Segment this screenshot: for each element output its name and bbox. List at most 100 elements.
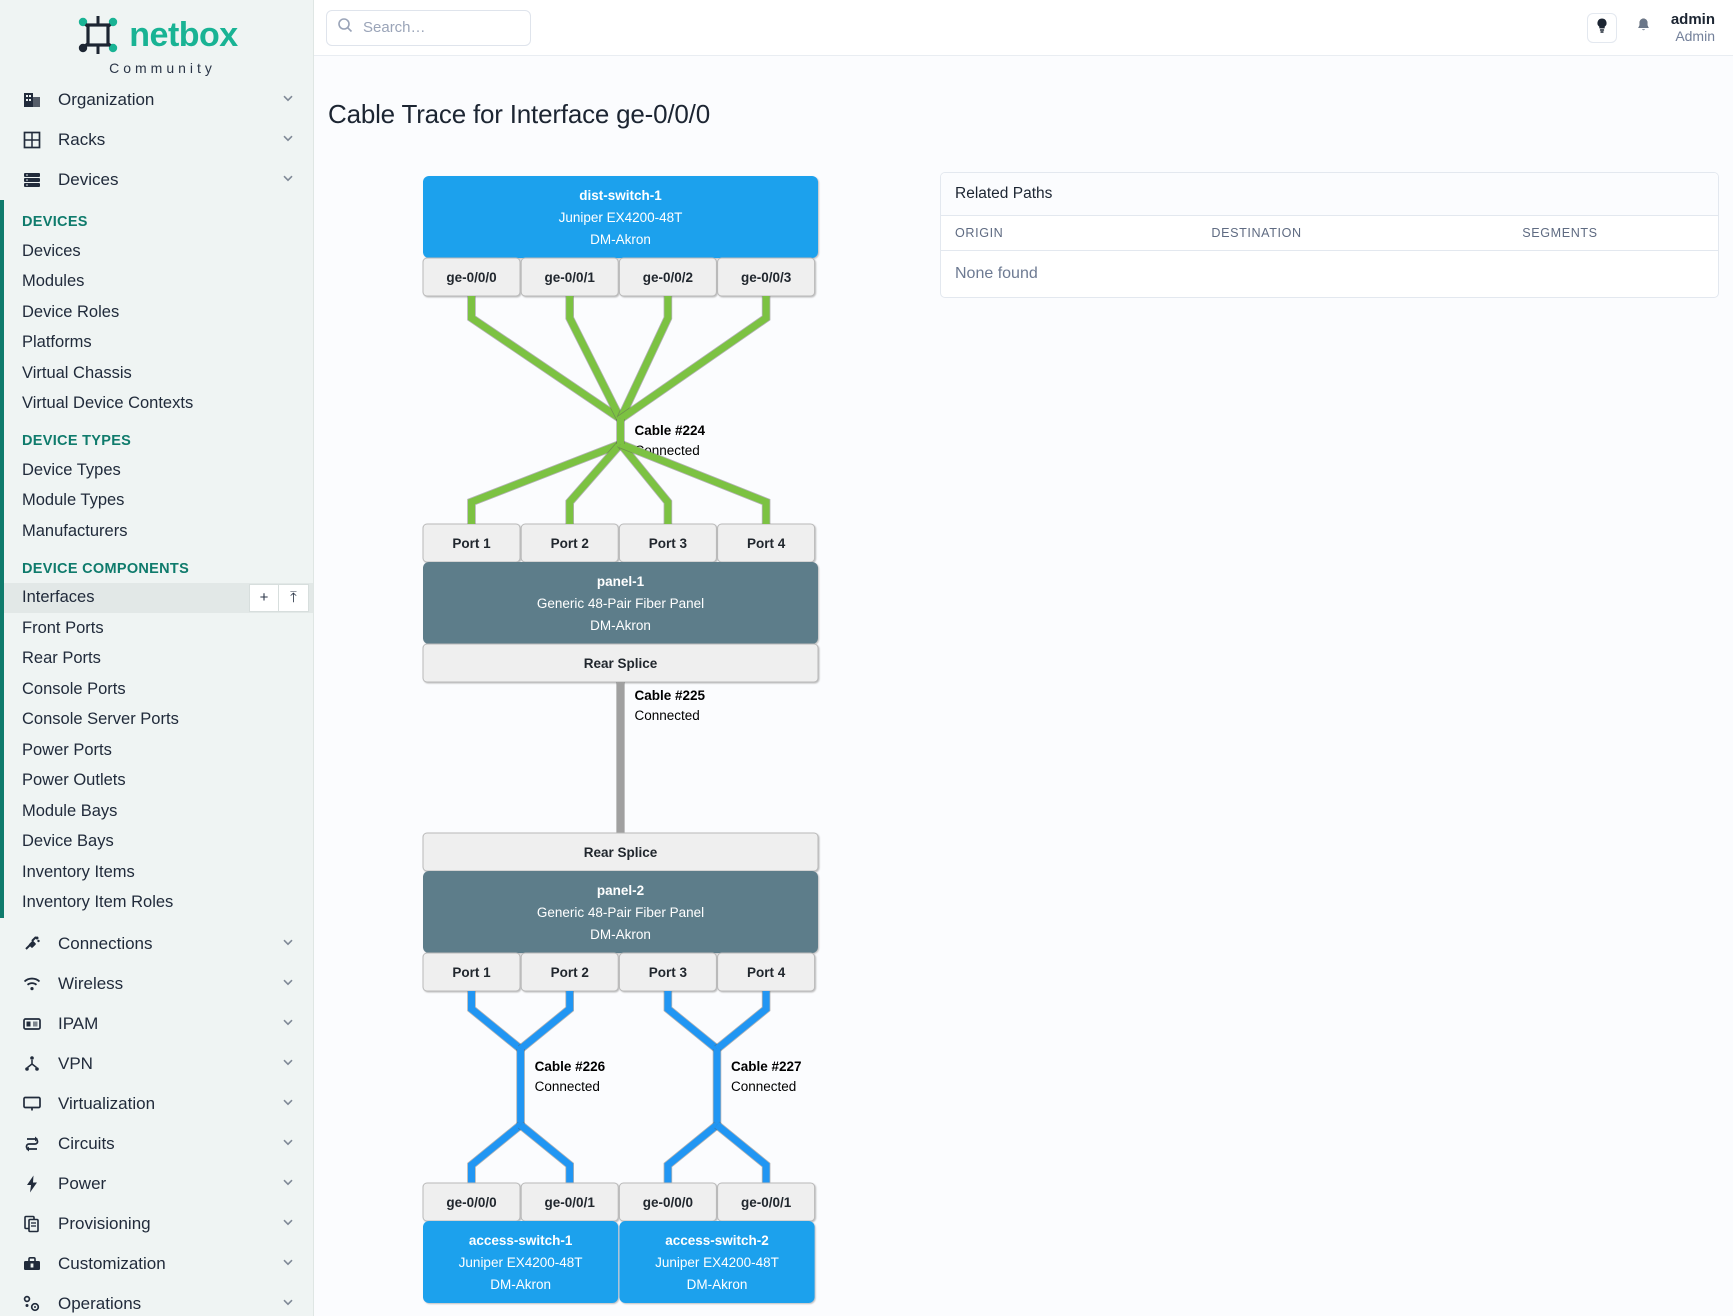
nav-group-virtualization[interactable]: Virtualization <box>0 1084 313 1124</box>
sidebar-item-label: Device Roles <box>22 302 120 321</box>
sidebar-item-module-types[interactable]: Module Types <box>4 486 313 517</box>
notifications-button[interactable] <box>1631 15 1657 41</box>
cable-226-top-0[interactable] <box>467 990 523 1052</box>
cable-226-top-1[interactable] <box>517 990 573 1052</box>
theme-toggle-button[interactable] <box>1586 12 1617 43</box>
nav-group-power[interactable]: Power <box>0 1164 313 1204</box>
nav-group-connections[interactable]: Connections <box>0 924 313 964</box>
cable-224-lower-3[interactable] <box>618 440 770 524</box>
chevron-down-icon[interactable] <box>281 1294 295 1314</box>
monitor-icon <box>20 1093 44 1115</box>
brand-logo-block[interactable]: netbox Community <box>0 0 313 80</box>
sidebar-item-power-outlets[interactable]: Power Outlets <box>4 766 313 797</box>
sidebar-item-label: Console Server Ports <box>22 710 179 729</box>
import-interfaces-button[interactable]: ⤒ <box>279 583 309 612</box>
nav-group-circuits[interactable]: Circuits <box>0 1124 313 1164</box>
sidebar-item-label: Inventory Items <box>22 862 135 881</box>
chevron-down-icon[interactable] <box>281 1094 295 1114</box>
chevron-down-icon[interactable] <box>281 1014 295 1034</box>
nav-group-devices[interactable]: Devices <box>0 160 313 200</box>
nav-group-label: Provisioning <box>58 1214 151 1233</box>
chevron-down-icon[interactable] <box>281 170 295 190</box>
nav-group-vpn[interactable]: VPN <box>0 1044 313 1084</box>
chevron-down-icon[interactable] <box>281 1174 295 1194</box>
sidebar-item-platforms[interactable]: Platforms <box>4 328 313 359</box>
add-interface-button[interactable]: + <box>249 583 279 612</box>
nav-group-wireless[interactable]: Wireless <box>0 964 313 1004</box>
chevron-down-icon[interactable] <box>281 1254 295 1274</box>
nav-group-organization[interactable]: Organization <box>0 80 313 120</box>
empty-message: None found <box>955 264 1038 282</box>
sidebar-item-rear-ports[interactable]: Rear Ports <box>4 644 313 675</box>
toolbox-icon <box>20 1253 44 1275</box>
sidebar-item-manufacturers[interactable]: Manufacturers <box>4 516 313 547</box>
sidebar-item-label: Virtual Device Contexts <box>22 394 194 413</box>
panel-1-body[interactable] <box>422 561 818 644</box>
plug-icon <box>20 933 44 955</box>
chevron-down-icon[interactable] <box>281 974 295 994</box>
sidebar-item-label: Platforms <box>22 333 92 352</box>
terminal-label: Rear Splice <box>583 656 657 671</box>
sidebar-item-inventory-item-roles[interactable]: Inventory Item Roles <box>4 888 313 919</box>
cable-226-bottom-0[interactable] <box>467 1122 523 1183</box>
device-type: Juniper EX4200-48T <box>558 210 682 225</box>
nav-group-ipam[interactable]: IPAM <box>0 1004 313 1044</box>
sidebar-item-interfaces[interactable]: Interfaces + ⤒ <box>4 582 313 613</box>
cable-224-lower-0[interactable] <box>467 440 622 524</box>
nav-group-racks[interactable]: Racks <box>0 120 313 160</box>
chevron-down-icon[interactable] <box>281 934 295 954</box>
sidebar-item-device-types[interactable]: Device Types <box>4 455 313 486</box>
sidebar-item-devices[interactable]: Devices <box>4 236 313 267</box>
bolt-icon <box>20 1173 44 1195</box>
chevron-down-icon[interactable] <box>281 130 295 150</box>
cable-227-top-1[interactable] <box>714 990 770 1052</box>
sidebar-item-label: Inventory Item Roles <box>22 893 174 912</box>
sidebar-item-device-bays[interactable]: Device Bays <box>4 827 313 858</box>
sidebar-item-power-ports[interactable]: Power Ports <box>4 735 313 766</box>
nav-group-provisioning[interactable]: Provisioning <box>0 1204 313 1244</box>
device-access-switch-1[interactable] <box>422 1220 618 1303</box>
sidebar-item-virtual-device-contexts[interactable]: Virtual Device Contexts <box>4 389 313 420</box>
search-box[interactable] <box>326 9 531 46</box>
chevron-down-icon[interactable] <box>281 1134 295 1154</box>
cable-227-top-0[interactable] <box>663 990 719 1052</box>
sidebar-item-label: Device Types <box>22 460 121 479</box>
cable-227-bottom-1[interactable] <box>714 1122 770 1183</box>
cable-224-lower-1[interactable] <box>565 441 623 524</box>
search-input[interactable] <box>361 18 520 37</box>
sidebar-item-module-bays[interactable]: Module Bays <box>4 796 313 827</box>
cable-224-lower-2[interactable] <box>617 441 671 524</box>
device-site: DM-Akron <box>590 232 651 247</box>
chevron-down-icon[interactable] <box>281 1054 295 1074</box>
panel-type: Generic 48-Pair Fiber Panel <box>536 596 703 611</box>
sidebar-item-label: Module Types <box>22 491 125 510</box>
panel-2-body[interactable] <box>422 870 818 953</box>
nav-top-groups: Organization Racks Devices <box>0 80 313 200</box>
nav-group-customization[interactable]: Customization <box>0 1244 313 1284</box>
terminal-label: Rear Splice <box>583 845 657 860</box>
device-type: Juniper EX4200-48T <box>655 1255 779 1270</box>
chevron-down-icon[interactable] <box>281 1214 295 1234</box>
sidebar-item-virtual-chassis[interactable]: Virtual Chassis <box>4 358 313 389</box>
sidebar-item-modules[interactable]: Modules <box>4 267 313 298</box>
user-menu[interactable]: admin Admin <box>1671 11 1717 44</box>
sidebar-item-console-server-ports[interactable]: Console Server Ports <box>4 705 313 736</box>
vpn-icon <box>20 1053 44 1075</box>
cable-227-bottom-0[interactable] <box>663 1122 719 1183</box>
sidebar-item-inventory-items[interactable]: Inventory Items <box>4 857 313 888</box>
cable-226-bottom-1[interactable] <box>517 1122 573 1183</box>
cable-224-segment-2[interactable] <box>616 295 671 421</box>
cable-224-segment-0[interactable] <box>467 295 622 422</box>
nav-group-label: Customization <box>58 1254 166 1273</box>
sidebar-item-device-roles[interactable]: Device Roles <box>4 297 313 328</box>
device-name: access-switch-2 <box>665 1233 769 1248</box>
cable-224-segment-3[interactable] <box>618 295 770 422</box>
cable-224-segment-1[interactable] <box>565 295 624 421</box>
device-access-switch-2[interactable] <box>618 1220 815 1303</box>
chevron-down-icon[interactable] <box>281 90 295 110</box>
nav-group-operations[interactable]: Operations <box>0 1284 313 1316</box>
nav-group-label: IPAM <box>58 1014 99 1033</box>
device-dist-switch-1[interactable] <box>422 175 818 258</box>
sidebar-item-console-ports[interactable]: Console Ports <box>4 674 313 705</box>
sidebar-item-front-ports[interactable]: Front Ports <box>4 613 313 644</box>
